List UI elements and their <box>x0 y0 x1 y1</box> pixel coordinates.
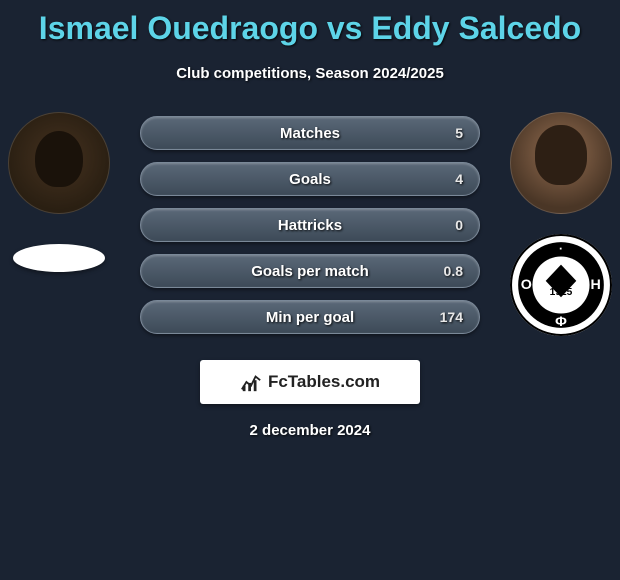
brand-text: FcTables.com <box>268 372 380 392</box>
stat-value: 5 <box>455 125 463 141</box>
stat-label: Matches <box>280 125 340 142</box>
svg-text:Φ: Φ <box>555 314 567 330</box>
comparison-content: Matches 5 Goals 4 Hattricks 0 Goals per … <box>0 112 620 334</box>
right-player-avatar <box>510 112 612 214</box>
left-player-column <box>8 112 110 272</box>
ofi-badge-icon: · Ο Φ Η 1925 <box>510 234 612 336</box>
stat-label: Goals <box>289 171 331 188</box>
svg-text:1925: 1925 <box>550 287 573 298</box>
stat-label: Min per goal <box>266 309 354 326</box>
stat-value: 0 <box>455 217 463 233</box>
stat-bar: Goals 4 <box>140 162 480 196</box>
page-title: Ismael Ouedraogo vs Eddy Salcedo <box>0 10 620 47</box>
stat-bar: Goals per match 0.8 <box>140 254 480 288</box>
stat-label: Goals per match <box>251 263 369 280</box>
stat-bar: Matches 5 <box>140 116 480 150</box>
left-player-avatar <box>8 112 110 214</box>
right-club-badge: · Ο Φ Η 1925 <box>510 234 612 336</box>
left-club-badge <box>13 244 105 272</box>
svg-text:Ο: Ο <box>521 277 532 293</box>
svg-text:·: · <box>559 241 563 255</box>
footer-date: 2 december 2024 <box>0 422 620 439</box>
stat-bar: Hattricks 0 <box>140 208 480 242</box>
stat-bars: Matches 5 Goals 4 Hattricks 0 Goals per … <box>140 116 480 334</box>
stat-bar: Min per goal 174 <box>140 300 480 334</box>
stat-value: 174 <box>440 309 463 325</box>
right-player-column: · Ο Φ Η 1925 <box>510 112 612 336</box>
stat-value: 0.8 <box>444 263 463 279</box>
stat-value: 4 <box>455 171 463 187</box>
svg-text:Η: Η <box>591 277 601 293</box>
chart-icon <box>240 371 262 393</box>
stat-label: Hattricks <box>278 217 342 234</box>
brand-badge: FcTables.com <box>200 360 420 404</box>
subtitle: Club competitions, Season 2024/2025 <box>0 65 620 82</box>
